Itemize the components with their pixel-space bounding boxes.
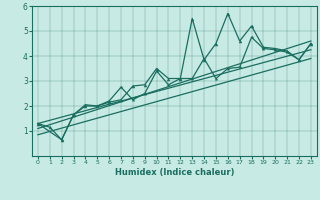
X-axis label: Humidex (Indice chaleur): Humidex (Indice chaleur) (115, 168, 234, 177)
